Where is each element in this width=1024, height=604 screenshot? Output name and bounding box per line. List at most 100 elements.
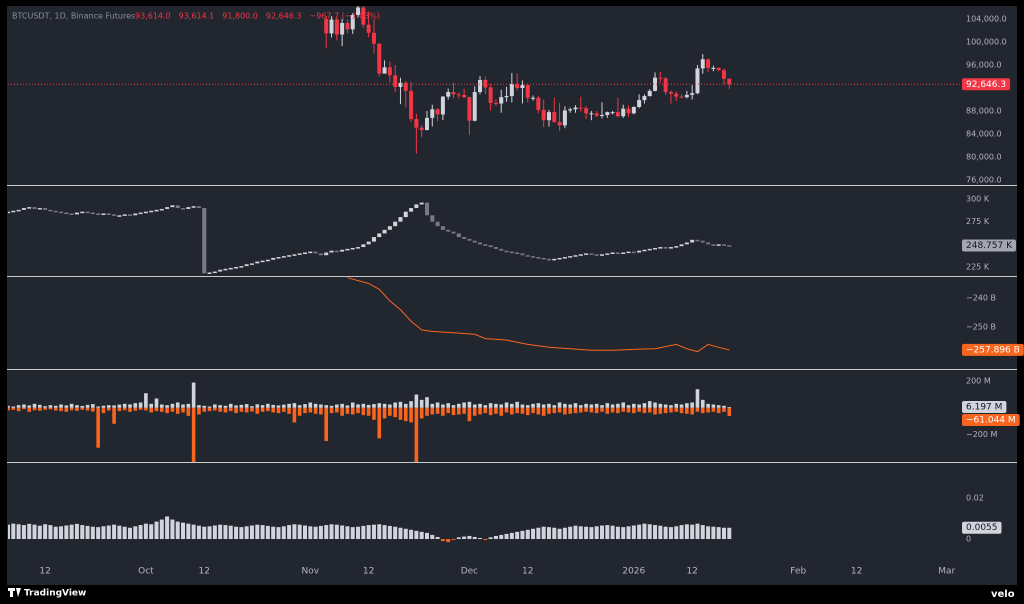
candle-body [493,247,498,249]
histogram-bar [430,407,435,415]
bar [345,526,350,540]
histogram-bar [727,407,732,416]
candle-body [621,108,626,117]
histogram-bar [271,407,275,413]
histogram-bar [144,407,148,411]
last-value-text: 6.197 M [966,402,1002,412]
histogram-bar [663,404,668,408]
histogram-bar [552,407,557,414]
candle-body [626,108,631,114]
candle-body [329,19,334,34]
histogram-bar [207,407,212,412]
histogram-bar [520,404,525,408]
histogram-bar [53,405,58,408]
histogram-bar [706,407,710,413]
histogram-bar [589,404,594,408]
histogram-bar [409,407,413,423]
candle-body [53,210,58,213]
bar [552,527,557,540]
candle-body [181,208,186,210]
x-tick-label: Nov [302,567,320,577]
histogram-bar [700,399,705,408]
candle-body [350,14,355,30]
bar [706,526,711,540]
y-tick-label: 200 M [966,377,991,386]
histogram-bar [525,405,530,408]
bar [531,528,536,540]
histogram-bar [478,403,482,408]
histogram-bar [621,407,626,412]
candle-body [419,202,424,205]
bar [292,524,297,540]
histogram-bar [377,403,382,408]
bar [350,527,355,540]
logo-icon [8,588,21,597]
candle-body [488,87,493,103]
bar [621,527,626,540]
bar [366,525,371,540]
histogram-bar [154,398,159,408]
candle-body [340,249,345,252]
bar [414,530,419,540]
histogram-bar [685,403,689,408]
bar [382,525,387,540]
bar [653,525,658,540]
histogram-bar [11,407,16,410]
histogram-bar [361,403,366,408]
candle-body [393,75,398,87]
candle-body [430,109,435,118]
bar [504,533,509,540]
histogram-bar [451,405,456,408]
candle-body [324,18,329,34]
histogram-bar [382,403,387,408]
histogram-bar [255,407,260,414]
bar [393,526,398,540]
bar [488,537,493,540]
bar [557,528,562,540]
candle-body [424,117,429,130]
candle-body [684,94,689,98]
histogram-bar [563,403,567,408]
candle-body [165,207,170,209]
histogram-bar [91,404,95,408]
histogram-bar [563,407,567,415]
candle-body [716,67,721,71]
candle-body [440,226,445,230]
histogram-bar [197,405,201,408]
candle-body [584,253,589,255]
bar [462,536,467,540]
bar [318,525,323,540]
last-value-box [962,343,1024,356]
histogram-bar [446,403,451,408]
histogram-bar [499,407,504,416]
histogram-bar [340,403,344,408]
histogram-bar [340,407,344,416]
candle-body [531,256,536,258]
bar [37,525,42,540]
histogram-bar [610,404,615,408]
histogram-bar [8,405,10,408]
histogram-bar [11,406,16,408]
histogram-bar [181,404,185,408]
candle-body [446,229,451,232]
bar [403,528,408,540]
x-tick-label: 12 [199,567,210,577]
bar [212,525,217,540]
candle-body [409,90,414,120]
histogram-bar [653,402,657,408]
histogram-bar [573,403,578,408]
histogram-bar [250,407,254,412]
candle-body [536,97,541,110]
y-tick-label: 80,000.0 [966,152,1002,161]
candle-body [356,7,361,15]
histogram-bar [160,407,164,412]
candle-body [287,255,292,257]
bar [133,526,138,540]
bar [546,527,551,540]
candle-body [690,239,695,243]
candle-body [509,251,514,254]
histogram-bar [335,404,339,408]
histogram-bar [324,407,329,442]
histogram-bar [239,407,244,412]
